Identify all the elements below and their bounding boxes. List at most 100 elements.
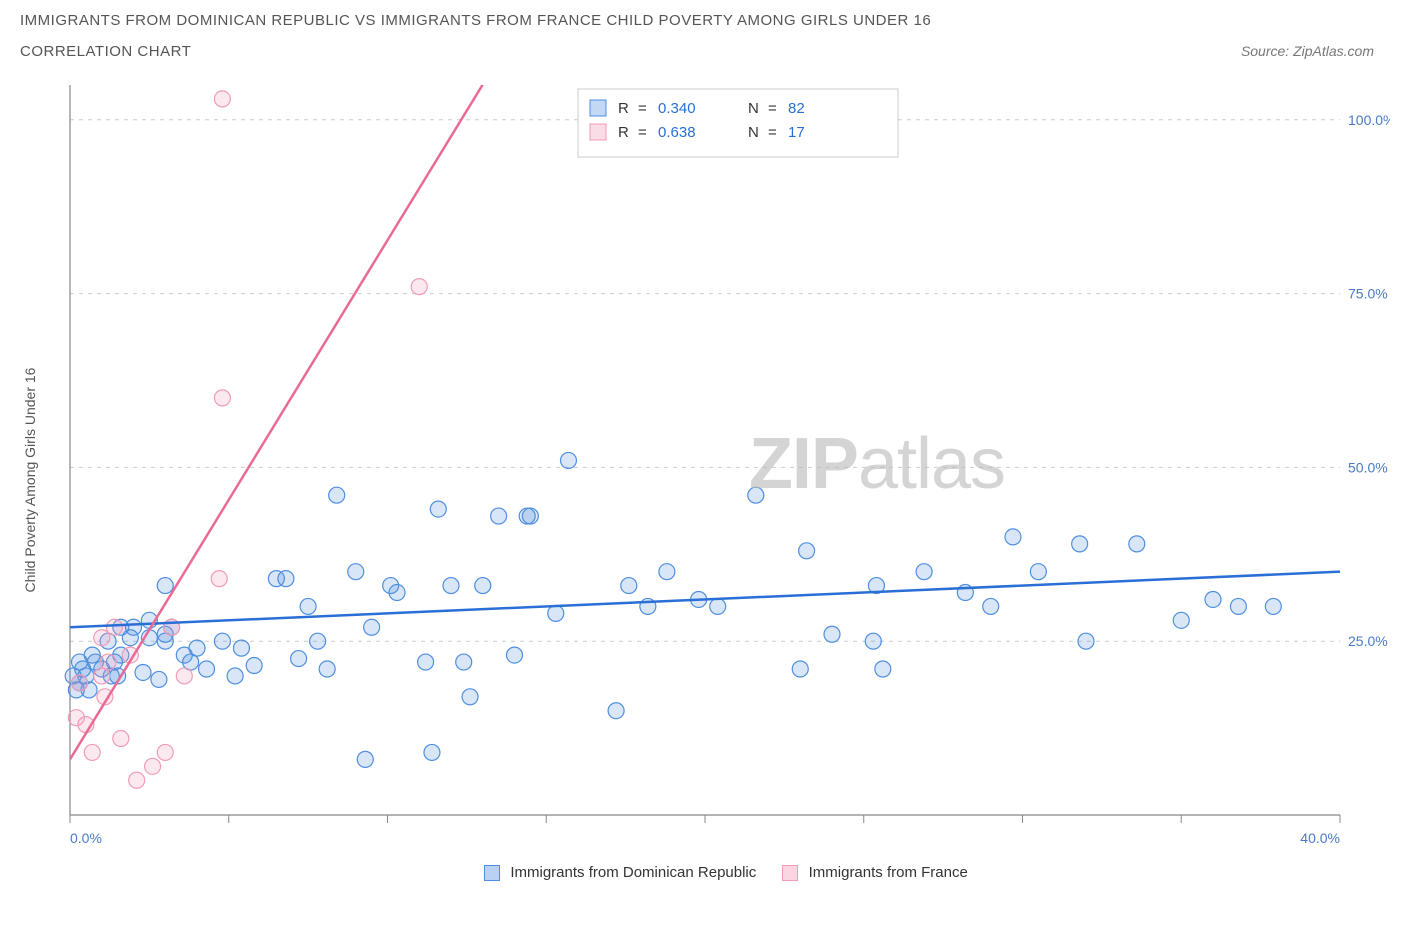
- data-point: [710, 598, 726, 614]
- data-point: [357, 751, 373, 767]
- stats-legend-n-label: N: [748, 100, 759, 117]
- data-point: [430, 501, 446, 517]
- svg-text:=: =: [768, 124, 777, 141]
- data-point: [875, 661, 891, 677]
- data-point: [319, 661, 335, 677]
- data-point: [491, 508, 507, 524]
- data-point: [145, 758, 161, 774]
- stats-legend-n-value: 17: [788, 124, 805, 141]
- data-point: [291, 651, 307, 667]
- data-point: [389, 585, 405, 601]
- stats-legend-r-value: 0.340: [658, 100, 696, 117]
- data-point: [792, 661, 808, 677]
- data-point: [278, 571, 294, 587]
- chart-title-line2: CORRELATION CHART: [20, 43, 191, 60]
- data-point: [456, 654, 472, 670]
- legend-swatch-series-1: [782, 865, 798, 881]
- data-point: [983, 598, 999, 614]
- data-point: [443, 578, 459, 594]
- data-point: [364, 619, 380, 635]
- source-name: ZipAtlas.com: [1293, 43, 1374, 59]
- svg-text:=: =: [638, 124, 647, 141]
- x-tick-first: 0.0%: [70, 830, 102, 846]
- data-point: [151, 671, 167, 687]
- data-point: [608, 703, 624, 719]
- data-point: [865, 633, 881, 649]
- data-point: [475, 578, 491, 594]
- data-point: [113, 731, 129, 747]
- trend-line: [70, 572, 1340, 628]
- data-point: [1078, 633, 1094, 649]
- source-attribution: Source: ZipAtlas.com: [1241, 43, 1386, 59]
- data-point: [300, 598, 316, 614]
- data-point: [227, 668, 243, 684]
- data-point: [106, 619, 122, 635]
- chart-title-line1: IMMIGRANTS FROM DOMINICAN REPUBLIC VS IM…: [20, 12, 1386, 29]
- data-point: [157, 578, 173, 594]
- legend-swatch-series-0: [484, 865, 500, 881]
- data-point: [621, 578, 637, 594]
- data-point: [560, 452, 576, 468]
- data-point: [1030, 564, 1046, 580]
- y-axis-label: Child Poverty Among Girls Under 16: [22, 368, 38, 593]
- data-point: [129, 772, 145, 788]
- data-point: [214, 633, 230, 649]
- svg-text:=: =: [768, 100, 777, 117]
- source-prefix: Source:: [1241, 43, 1293, 59]
- y-tick-label: 50.0%: [1348, 459, 1388, 475]
- data-point: [310, 633, 326, 649]
- data-point: [1205, 591, 1221, 607]
- x-tick-last: 40.0%: [1300, 830, 1340, 846]
- data-point: [176, 668, 192, 684]
- data-point: [824, 626, 840, 642]
- header: IMMIGRANTS FROM DOMINICAN REPUBLIC VS IM…: [0, 0, 1406, 74]
- y-tick-label: 100.0%: [1348, 112, 1390, 128]
- data-point: [199, 661, 215, 677]
- stats-legend-n-label: N: [748, 124, 759, 141]
- data-point: [135, 664, 151, 680]
- stats-legend-n-value: 82: [788, 100, 805, 117]
- data-point: [462, 689, 478, 705]
- data-point: [424, 744, 440, 760]
- data-point: [100, 654, 116, 670]
- data-point: [418, 654, 434, 670]
- data-point: [1072, 536, 1088, 552]
- stats-legend-r-label: R: [618, 124, 629, 141]
- y-tick-label: 75.0%: [1348, 286, 1388, 302]
- data-point: [157, 744, 173, 760]
- data-point: [411, 279, 427, 295]
- stats-legend-swatch: [590, 124, 606, 140]
- data-point: [1005, 529, 1021, 545]
- data-point: [799, 543, 815, 559]
- legend-label-series-1: Immigrants from France: [809, 864, 968, 881]
- data-point: [1173, 612, 1189, 628]
- legend-label-series-0: Immigrants from Dominican Republic: [510, 864, 756, 881]
- data-point: [1230, 598, 1246, 614]
- data-point: [548, 605, 564, 621]
- stats-legend-swatch: [590, 100, 606, 116]
- stats-legend-r-label: R: [618, 100, 629, 117]
- plot-area: Child Poverty Among Girls Under 16 0.0%4…: [40, 75, 1390, 885]
- data-point: [1129, 536, 1145, 552]
- data-point: [522, 508, 538, 524]
- svg-text:=: =: [638, 100, 647, 117]
- data-point: [214, 390, 230, 406]
- data-point: [84, 744, 100, 760]
- data-point: [189, 640, 205, 656]
- trend-line: [70, 75, 546, 759]
- data-point: [72, 675, 88, 691]
- data-point: [211, 571, 227, 587]
- data-point: [348, 564, 364, 580]
- data-point: [246, 658, 262, 674]
- data-point: [126, 619, 142, 635]
- data-point: [916, 564, 932, 580]
- stats-legend-r-value: 0.638: [658, 124, 696, 141]
- data-point: [748, 487, 764, 503]
- data-point: [507, 647, 523, 663]
- data-point: [233, 640, 249, 656]
- scatter-chart: 0.0% 40.0% 25.0% 50.0% 75.0% 100.0% R = 0.340 N = 8…: [40, 75, 1390, 885]
- bottom-legend: Immigrants from Dominican Republic Immig…: [40, 864, 1390, 881]
- data-point: [329, 487, 345, 503]
- y-tick-label: 25.0%: [1348, 633, 1388, 649]
- data-point: [1265, 598, 1281, 614]
